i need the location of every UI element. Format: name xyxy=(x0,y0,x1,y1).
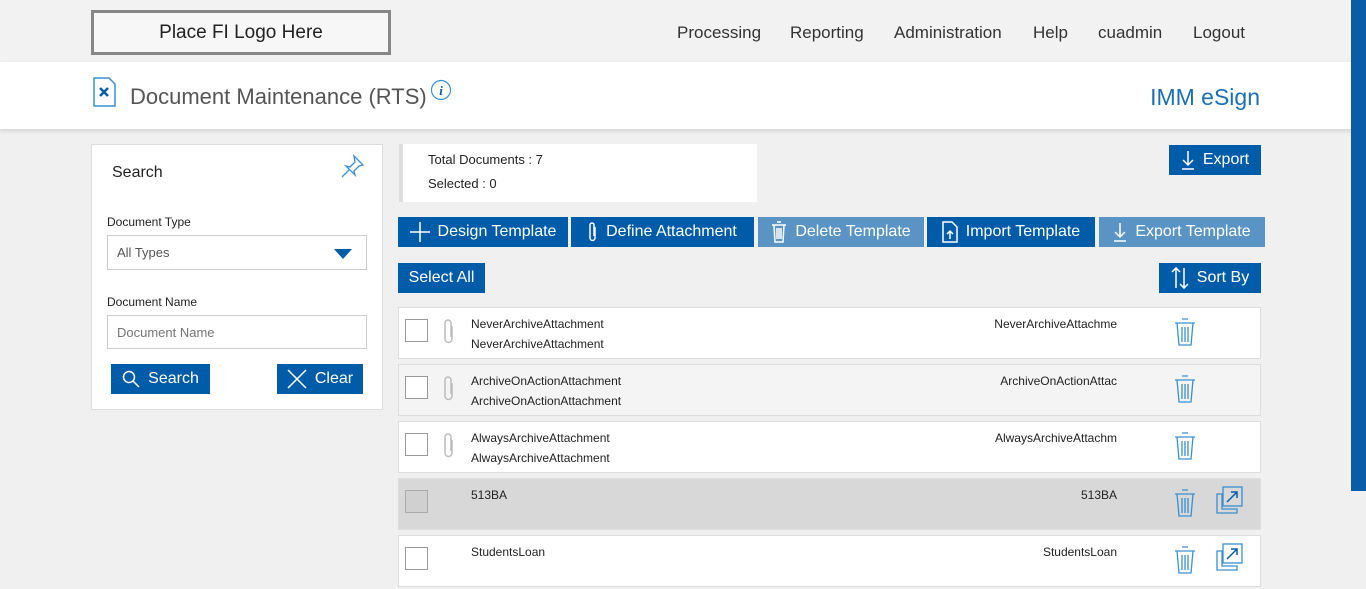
search-panel: Search Document Type All Types Document … xyxy=(91,144,383,410)
document-row[interactable]: NeverArchiveAttachment NeverArchiveAttach… xyxy=(398,307,1261,359)
search-button[interactable]: Search xyxy=(111,364,210,394)
document-name-input[interactable] xyxy=(107,315,367,349)
design-template-label: Design Template xyxy=(437,223,557,240)
page-header xyxy=(0,62,1366,129)
info-icon[interactable]: i xyxy=(430,79,452,101)
nav-user[interactable]: cuadmin xyxy=(1098,23,1163,42)
download-icon xyxy=(1181,151,1194,170)
export-label: Export xyxy=(1202,151,1250,168)
row-checkbox[interactable] xyxy=(405,319,428,342)
document-name-label: Document Name xyxy=(107,295,198,309)
document-code: ArchiveOnActionAttac xyxy=(1000,374,1117,388)
row-checkbox[interactable] xyxy=(405,433,428,456)
paperclip-icon xyxy=(589,222,596,242)
trash-icon[interactable] xyxy=(1174,489,1196,517)
document-type-select[interactable]: All Types xyxy=(107,235,367,270)
plus-icon xyxy=(409,222,430,242)
document-name: NeverArchiveAttachment xyxy=(471,317,604,331)
close-icon xyxy=(287,369,307,389)
document-name: StudentsLoan xyxy=(471,545,546,559)
document-row[interactable]: StudentsLoan StudentsLoan xyxy=(398,535,1261,587)
logo: Place FI Logo Here xyxy=(91,10,391,55)
external-link-icon[interactable] xyxy=(1216,486,1244,514)
sort-by-label: Sort By xyxy=(1196,269,1250,286)
page-title: Document Maintenance (RTS) xyxy=(130,84,427,109)
scrollbar[interactable] xyxy=(1351,0,1366,491)
delete-template-label: Delete Template xyxy=(795,223,911,240)
delete-template-button[interactable]: Delete Template xyxy=(758,217,924,247)
export-template-label: Export Template xyxy=(1135,223,1251,240)
document-description: ArchiveOnActionAttachment xyxy=(471,394,622,408)
total-documents: Total Documents : 7 xyxy=(428,152,543,167)
nav-reporting[interactable]: Reporting xyxy=(790,23,864,42)
external-link-icon[interactable] xyxy=(1216,543,1244,571)
document-code: StudentsLoan xyxy=(1042,545,1117,559)
select-all-button[interactable]: Select All xyxy=(398,263,485,293)
download-icon xyxy=(1114,223,1127,242)
svg-text:i: i xyxy=(439,83,443,98)
sort-by-button[interactable]: Sort By xyxy=(1159,263,1261,293)
document-code: AlwaysArchiveAttachm xyxy=(994,431,1117,445)
document-name: 513BA xyxy=(471,488,508,502)
pin-icon[interactable] xyxy=(340,153,366,179)
document-tools-icon xyxy=(93,77,116,107)
document-code: 513BA xyxy=(1080,488,1117,502)
document-row[interactable]: AlwaysArchiveAttachment AlwaysArchiveAtta… xyxy=(398,421,1261,473)
nav-processing[interactable]: Processing xyxy=(677,23,762,42)
clear-button-label: Clear xyxy=(314,370,354,387)
import-template-label: Import Template xyxy=(965,223,1081,240)
search-icon xyxy=(122,370,140,388)
trash-icon xyxy=(772,221,787,243)
export-button[interactable]: Export xyxy=(1169,145,1261,175)
define-attachment-label: Define Attachment xyxy=(606,223,737,240)
selected-count: Selected : 0 xyxy=(428,176,497,191)
upload-file-icon xyxy=(942,221,958,243)
search-button-label: Search xyxy=(148,370,199,387)
define-attachment-button[interactable]: Define Attachment xyxy=(571,217,754,247)
trash-icon[interactable] xyxy=(1174,546,1196,574)
document-name: AlwaysArchiveAttachment xyxy=(471,431,610,445)
trash-icon[interactable] xyxy=(1174,375,1196,403)
design-template-button[interactable]: Design Template xyxy=(398,217,568,247)
top-bar: Place FI Logo Here Processing Reporting … xyxy=(0,0,1366,62)
brand-name: IMM eSign xyxy=(1150,84,1260,110)
paperclip-icon xyxy=(444,433,453,458)
sort-icon xyxy=(1171,267,1189,289)
document-type-label: Document Type xyxy=(107,215,191,229)
document-code: NeverArchiveAttachme xyxy=(994,317,1117,331)
export-template-button[interactable]: Export Template xyxy=(1099,217,1265,247)
document-description: AlwaysArchiveAttachment xyxy=(471,451,610,465)
trash-icon[interactable] xyxy=(1174,318,1196,346)
document-name: ArchiveOnActionAttachment xyxy=(471,374,622,388)
nav-help[interactable]: Help xyxy=(1033,23,1068,42)
search-title: Search xyxy=(112,164,163,181)
document-row[interactable]: ArchiveOnActionAttachment ArchiveOnAction… xyxy=(398,364,1261,416)
document-row[interactable]: 513BA 513BA xyxy=(398,478,1261,530)
paperclip-icon xyxy=(444,376,453,401)
row-checkbox[interactable] xyxy=(405,547,428,570)
document-description: NeverArchiveAttachment xyxy=(471,337,604,351)
row-checkbox[interactable] xyxy=(405,376,428,399)
trash-icon[interactable] xyxy=(1174,432,1196,460)
nav-logout[interactable]: Logout xyxy=(1193,23,1245,42)
paperclip-icon xyxy=(444,319,453,344)
document-type-value: All Types xyxy=(117,245,170,260)
chevron-down-icon xyxy=(334,249,352,259)
clear-button[interactable]: Clear xyxy=(277,364,363,394)
nav-administration[interactable]: Administration xyxy=(894,23,1002,42)
document-stats: Total Documents : 7 Selected : 0 xyxy=(399,144,757,202)
import-template-button[interactable]: Import Template xyxy=(927,217,1095,247)
row-checkbox[interactable] xyxy=(405,490,428,513)
